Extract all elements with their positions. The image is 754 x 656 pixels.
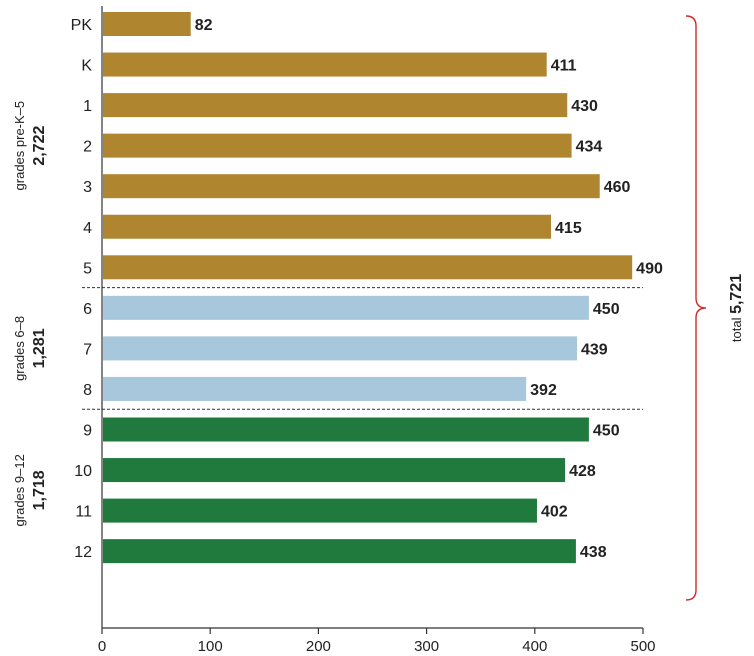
- category-label: 1: [83, 98, 92, 115]
- value-label: 450: [593, 301, 620, 318]
- value-label: 428: [569, 463, 596, 480]
- bar: [103, 539, 576, 564]
- bar: [103, 336, 577, 361]
- value-label: 434: [576, 139, 603, 156]
- group-label: grades 6–8: [12, 316, 27, 381]
- value-label: 490: [636, 260, 663, 277]
- category-label: K: [81, 58, 92, 75]
- value-label: 430: [571, 98, 598, 115]
- category-label: 12: [74, 544, 92, 561]
- value-label: 460: [604, 179, 631, 196]
- value-label: 82: [195, 17, 213, 34]
- x-tick-label: 300: [414, 638, 439, 655]
- bar: [103, 458, 566, 483]
- total-label: total 5,721: [728, 274, 745, 342]
- value-label: 402: [541, 504, 568, 521]
- x-tick-label: 100: [198, 638, 223, 655]
- value-label: 411: [551, 58, 577, 75]
- value-label: 450: [593, 423, 620, 440]
- total-brace: [685, 15, 707, 601]
- bar: [103, 12, 191, 36]
- category-label: 11: [75, 504, 92, 521]
- x-tick-label: 0: [98, 638, 106, 655]
- category-label: 5: [83, 260, 92, 277]
- category-label: 8: [83, 382, 92, 399]
- bar: [103, 498, 537, 523]
- bar: [103, 376, 527, 401]
- group-label: grades pre-K–5: [12, 101, 27, 191]
- x-tick-label: 200: [306, 638, 331, 655]
- total-label-value: 5,721: [728, 274, 745, 314]
- category-label: PK: [71, 17, 93, 34]
- group-total-value: 1,718: [31, 470, 48, 510]
- category-label: 6: [83, 301, 92, 318]
- value-label: 439: [581, 341, 608, 358]
- category-label: 2: [83, 139, 92, 156]
- bar: [103, 52, 547, 77]
- value-label: 415: [555, 220, 582, 237]
- bar: [103, 255, 633, 280]
- bar: [103, 93, 568, 118]
- bar: [103, 133, 572, 158]
- bar: [103, 214, 552, 239]
- category-label: 9: [83, 423, 92, 440]
- category-label: 10: [74, 463, 92, 480]
- group-label: grades 9–12: [12, 454, 27, 526]
- value-label: 438: [580, 544, 607, 561]
- bar: [103, 417, 589, 442]
- value-label: 392: [530, 382, 557, 399]
- group-total-value: 2,722: [31, 126, 48, 166]
- x-tick-label: 400: [522, 638, 547, 655]
- bar: [103, 174, 600, 199]
- bar: [103, 295, 589, 320]
- category-label: 4: [83, 220, 92, 237]
- group-total-value: 1,281: [31, 328, 48, 368]
- category-label: 3: [83, 179, 92, 196]
- category-label: 7: [83, 341, 92, 358]
- x-tick-label: 500: [630, 638, 655, 655]
- total-label-name: total: [729, 314, 744, 342]
